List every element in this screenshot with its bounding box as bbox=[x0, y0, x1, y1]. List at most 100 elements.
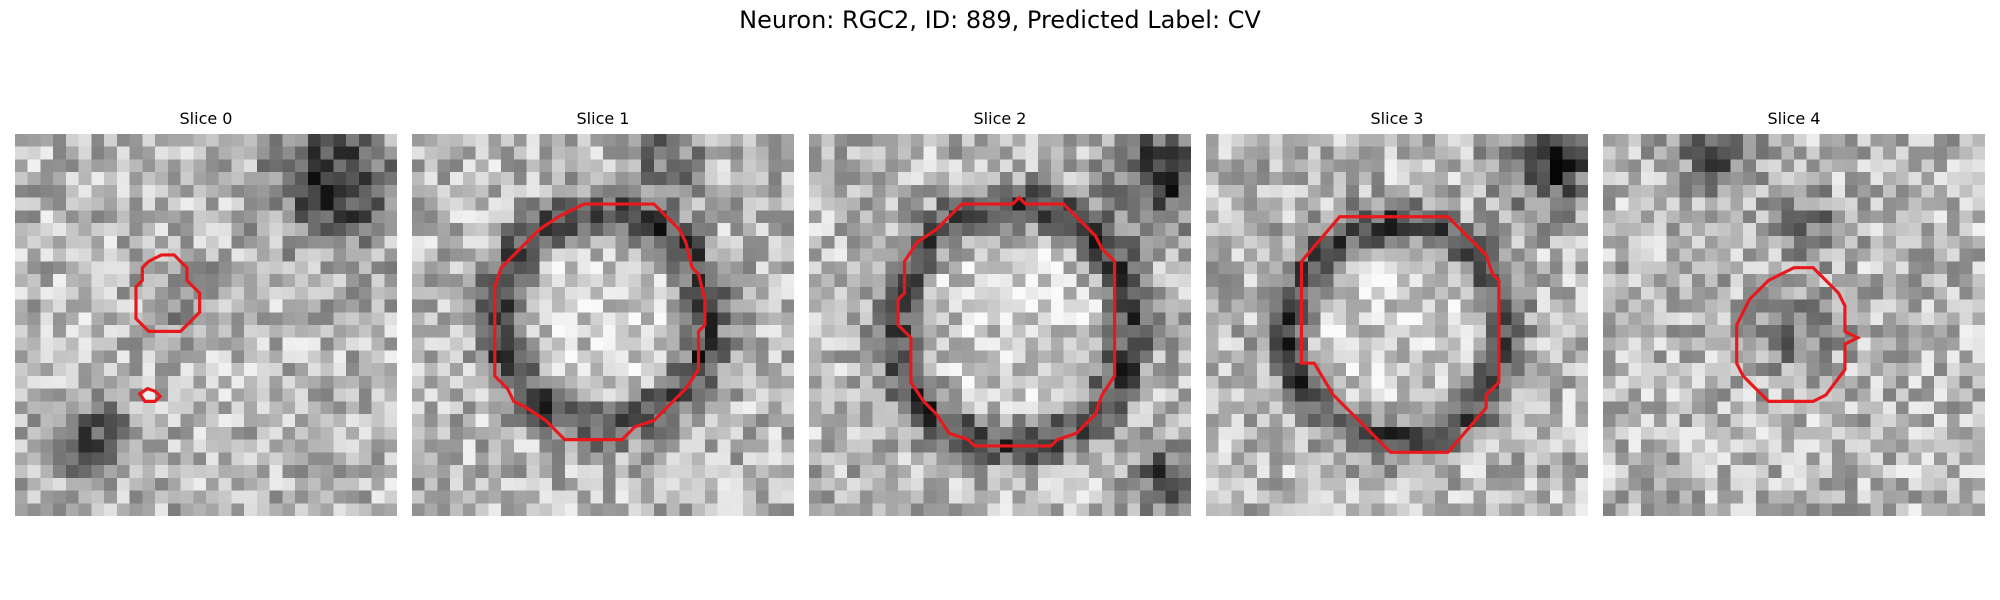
image-pixel bbox=[78, 426, 92, 440]
image-pixel bbox=[1282, 197, 1296, 211]
image-pixel bbox=[167, 401, 181, 415]
image-pixel bbox=[974, 503, 988, 516]
image-pixel bbox=[666, 350, 680, 364]
image-pixel bbox=[961, 325, 975, 338]
image-pixel bbox=[256, 503, 270, 516]
image-pixel bbox=[231, 350, 245, 364]
image-pixel bbox=[1460, 477, 1474, 491]
image-pixel bbox=[1038, 235, 1052, 249]
image-pixel bbox=[218, 184, 232, 198]
image-pixel bbox=[1409, 439, 1423, 453]
image-pixel bbox=[1460, 274, 1474, 288]
image-pixel bbox=[1178, 210, 1191, 224]
image-pixel bbox=[961, 134, 975, 147]
image-pixel bbox=[180, 477, 194, 491]
image-pixel bbox=[1959, 274, 1973, 288]
image-pixel bbox=[1717, 375, 1731, 389]
image-pixel bbox=[717, 350, 731, 364]
image-pixel bbox=[679, 452, 693, 466]
image-pixel bbox=[1038, 261, 1052, 275]
image-pixel bbox=[1435, 503, 1449, 516]
image-pixel bbox=[717, 325, 731, 338]
image-pixel bbox=[193, 184, 207, 198]
image-pixel bbox=[91, 465, 105, 479]
image-pixel bbox=[1946, 414, 1960, 428]
image-pixel bbox=[1679, 299, 1693, 313]
image-pixel bbox=[1486, 159, 1500, 173]
image-pixel bbox=[1409, 490, 1423, 504]
image-pixel bbox=[1946, 184, 1960, 198]
image-pixel bbox=[1781, 184, 1795, 198]
image-pixel bbox=[781, 465, 794, 479]
image-pixel bbox=[358, 439, 372, 453]
image-pixel bbox=[717, 172, 731, 186]
image-pixel bbox=[1768, 223, 1782, 237]
image-pixel bbox=[193, 159, 207, 173]
image-pixel bbox=[513, 477, 527, 491]
image-pixel bbox=[333, 363, 347, 377]
image-pixel bbox=[1857, 210, 1871, 224]
image-pixel bbox=[1307, 465, 1321, 479]
image-pixel bbox=[1218, 197, 1232, 211]
image-pixel bbox=[1012, 477, 1026, 491]
image-pixel bbox=[1844, 375, 1858, 389]
image-pixel bbox=[974, 134, 988, 147]
image-pixel bbox=[1384, 197, 1398, 211]
image-pixel bbox=[1012, 452, 1026, 466]
image-pixel bbox=[1025, 299, 1039, 313]
image-pixel bbox=[1435, 223, 1449, 237]
image-pixel bbox=[961, 401, 975, 415]
image-pixel bbox=[1615, 134, 1629, 147]
image-pixel bbox=[615, 235, 629, 249]
image-pixel bbox=[450, 490, 464, 504]
image-pixel bbox=[552, 375, 566, 389]
image-pixel bbox=[1358, 490, 1372, 504]
image-pixel bbox=[1844, 286, 1858, 300]
image-pixel bbox=[1498, 452, 1512, 466]
image-pixel bbox=[1140, 325, 1154, 338]
image-pixel bbox=[1063, 350, 1077, 364]
image-pixel bbox=[1244, 223, 1258, 237]
image-pixel bbox=[1447, 477, 1461, 491]
image-pixel bbox=[78, 312, 92, 326]
image-pixel bbox=[949, 465, 963, 479]
image-pixel bbox=[1114, 286, 1128, 300]
image-pixel bbox=[1089, 477, 1103, 491]
image-pixel bbox=[1346, 388, 1360, 402]
image-pixel bbox=[1908, 159, 1922, 173]
image-pixel bbox=[564, 426, 578, 440]
image-pixel bbox=[1768, 363, 1782, 377]
image-pixel bbox=[1806, 337, 1820, 351]
image-pixel bbox=[1819, 375, 1833, 389]
image-pixel bbox=[269, 299, 283, 313]
image-pixel bbox=[923, 414, 937, 428]
image-pixel bbox=[1333, 248, 1347, 262]
image-pixel bbox=[1114, 134, 1128, 147]
image-pixel bbox=[1641, 350, 1655, 364]
image-pixel bbox=[282, 465, 296, 479]
image-pixel bbox=[129, 197, 143, 211]
image-pixel bbox=[1857, 261, 1871, 275]
image-pixel bbox=[1307, 210, 1321, 224]
image-pixel bbox=[412, 235, 425, 249]
image-pixel bbox=[1704, 172, 1718, 186]
image-pixel bbox=[384, 439, 397, 453]
image-pixel bbox=[1832, 235, 1846, 249]
image-pixel bbox=[781, 172, 794, 186]
image-pixel bbox=[180, 210, 194, 224]
image-pixel bbox=[1921, 414, 1935, 428]
image-pixel bbox=[437, 312, 451, 326]
image-pixel bbox=[936, 325, 950, 338]
image-pixel bbox=[424, 325, 438, 338]
image-pixel bbox=[40, 350, 54, 364]
image-pixel bbox=[564, 350, 578, 364]
image-pixel bbox=[949, 439, 963, 453]
image-pixel bbox=[641, 172, 655, 186]
image-pixel bbox=[462, 184, 476, 198]
image-pixel bbox=[295, 439, 309, 453]
image-pixel bbox=[974, 401, 988, 415]
image-pixel bbox=[1524, 235, 1538, 249]
image-pixel bbox=[358, 248, 372, 262]
image-pixel bbox=[526, 197, 540, 211]
image-pixel bbox=[1755, 146, 1769, 160]
